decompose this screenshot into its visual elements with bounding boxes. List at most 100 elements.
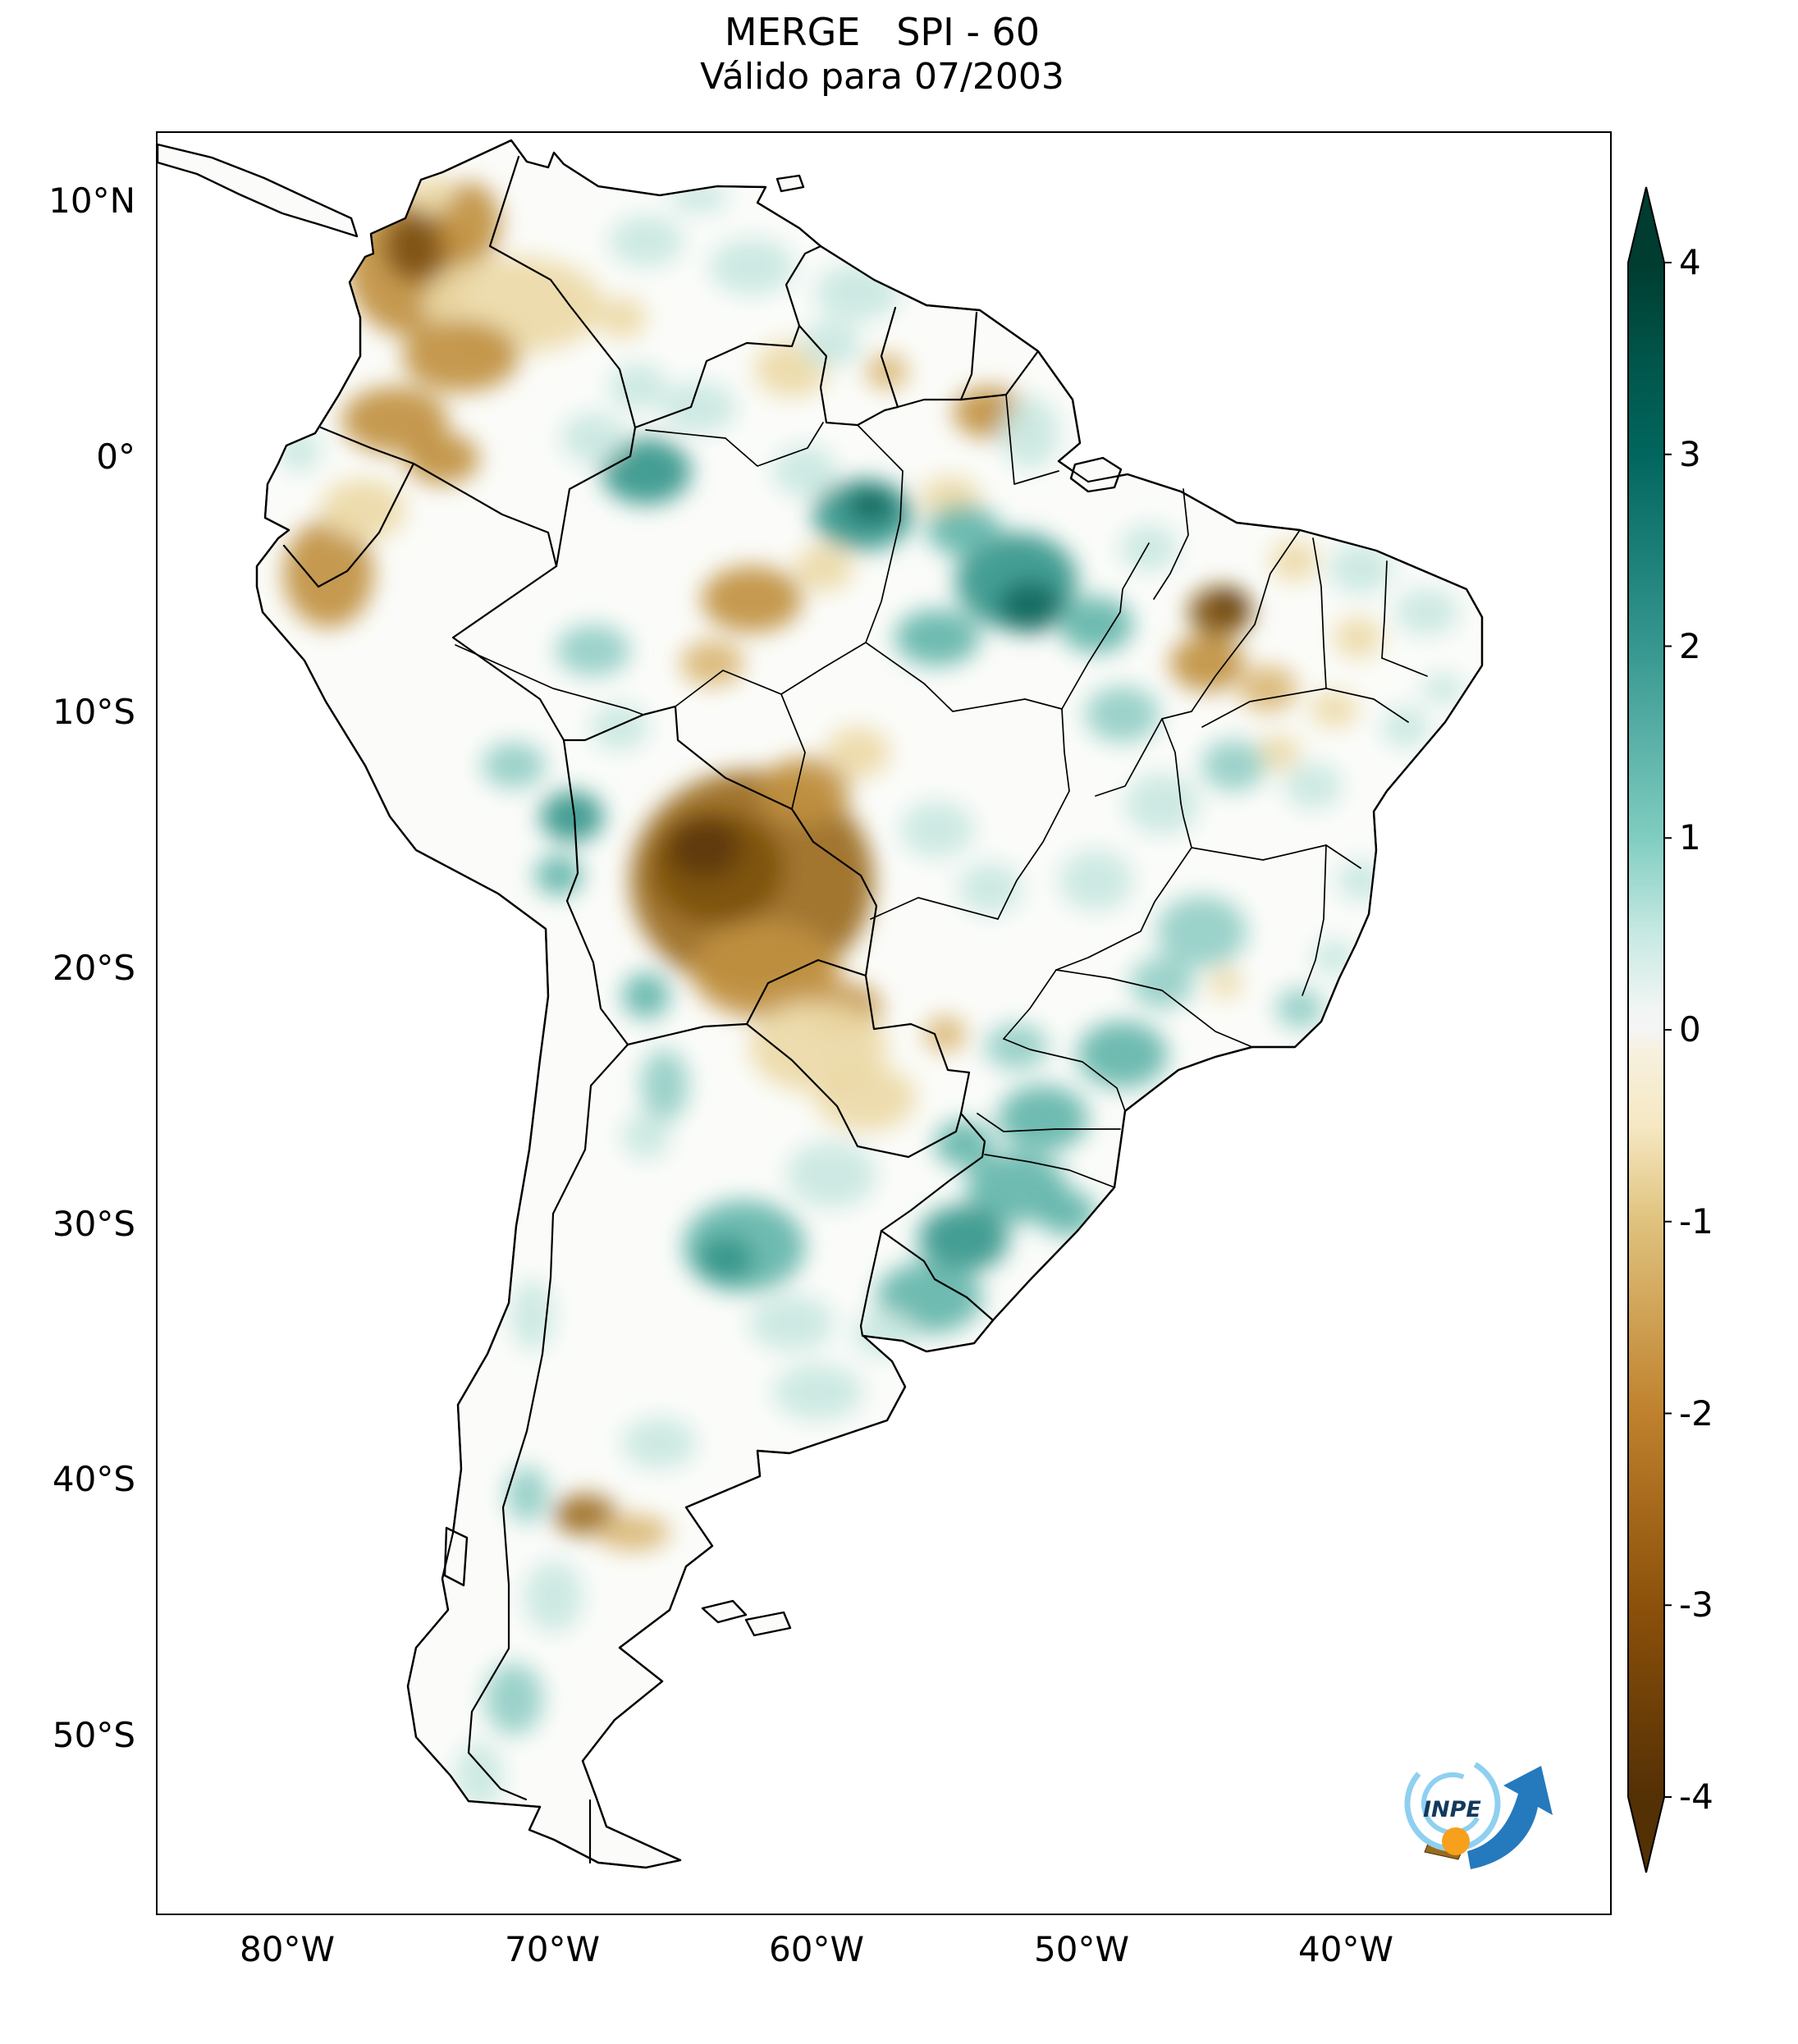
spi-anomaly-blob xyxy=(1215,588,1247,615)
spi-anomaly-blob xyxy=(926,504,1001,556)
spi-anomaly-blob xyxy=(622,1417,697,1470)
spi-anomaly-blob xyxy=(702,565,803,633)
spi-anomaly-blob xyxy=(998,581,1062,633)
colorbar-tick-label: 3 xyxy=(1679,434,1701,474)
spi-anomaly-blob xyxy=(1201,739,1266,791)
spi-anomaly-blob xyxy=(749,1295,835,1351)
spi-anomaly-blob xyxy=(320,478,405,541)
spi-anomaly-blob xyxy=(596,1515,670,1551)
map-svg xyxy=(158,139,1484,1869)
spi-field xyxy=(278,174,1464,1809)
spi-anomaly-blob xyxy=(1337,860,1385,901)
x-axis-tick-label: 80°W xyxy=(240,1929,335,1969)
coastline-overlay xyxy=(255,139,1484,1869)
inpe-arrow-icon xyxy=(1467,1766,1553,1869)
colorbar xyxy=(1627,186,1672,1873)
spi-anomaly-blob xyxy=(484,1662,543,1735)
spi-anomaly-blob xyxy=(900,801,975,858)
spi-anomaly-blob xyxy=(598,297,647,339)
spi-anomaly-blob xyxy=(815,263,900,321)
y-axis-tick-label: 0° xyxy=(96,437,135,477)
y-axis-tick-label: 40°S xyxy=(52,1459,135,1499)
spi-anomaly-blob xyxy=(802,320,861,367)
spi-anomaly-blob xyxy=(534,855,583,896)
spi-anomaly-blob xyxy=(1059,849,1133,912)
spi-anomaly-blob xyxy=(622,972,670,1019)
spi-anomaly-blob xyxy=(1125,773,1200,835)
spi-anomaly-blob xyxy=(1169,634,1245,692)
colorbar-tick-label: 0 xyxy=(1679,1009,1701,1049)
spi-anomaly-blob xyxy=(609,215,684,267)
spi-anomaly-blob xyxy=(667,816,742,878)
spi-anomaly-blob xyxy=(1270,540,1319,582)
y-axis-tick-label: 10°S xyxy=(52,692,135,732)
spi-anomaly-blob xyxy=(691,921,840,1019)
spi-anomaly-blob xyxy=(1334,617,1382,658)
spi-anomaly-blob xyxy=(1421,673,1464,704)
spi-anomaly-blob xyxy=(773,1364,863,1420)
spi-anomaly-blob xyxy=(985,1023,1049,1070)
patagonia-offshore-island xyxy=(701,1599,748,1624)
spi-anomaly-blob xyxy=(601,437,692,505)
spi-anomaly-blob xyxy=(341,386,448,454)
spi-field-clip xyxy=(278,174,1464,1809)
spi-anomaly-blob xyxy=(561,412,625,464)
spi-anomaly-blob xyxy=(847,487,895,523)
chart-title: MERGE SPI - 60 xyxy=(724,10,1041,54)
patagonia-offshore-island xyxy=(744,1611,792,1637)
spi-anomaly-blob xyxy=(924,1016,967,1052)
map-plot-area: INPE xyxy=(156,131,1612,1915)
spi-anomaly-blob xyxy=(410,174,453,216)
spi-anomaly-blob xyxy=(709,238,794,295)
spi-anomaly-blob xyxy=(1000,397,1059,469)
spi-anomaly-blob xyxy=(680,640,744,687)
spi-anomaly-blob xyxy=(556,624,630,676)
colorbar-tick-label: -2 xyxy=(1679,1393,1713,1434)
panama-isthmus xyxy=(158,143,359,238)
colorbar-tick-label: 2 xyxy=(1679,626,1701,666)
spi-anomaly-blob xyxy=(1310,691,1358,728)
spi-anomaly-blob xyxy=(524,1561,583,1633)
spi-anomaly-blob xyxy=(894,609,980,666)
x-axis-tick-label: 60°W xyxy=(769,1929,864,1969)
colorbar-gradient xyxy=(1628,263,1664,1797)
spi-anomaly-blob xyxy=(1059,597,1133,653)
trinidad-island xyxy=(775,174,805,193)
spi-anomaly-blob xyxy=(1395,588,1459,635)
spi-anomaly-blob xyxy=(1381,706,1430,748)
x-axis-tick-label: 40°W xyxy=(1298,1929,1393,1969)
spi-anomaly-blob xyxy=(506,1466,548,1523)
spi-anomaly-blob xyxy=(1156,895,1247,967)
spi-anomaly-blob xyxy=(1238,665,1297,712)
colorbar-tick-label: -3 xyxy=(1679,1584,1713,1625)
x-axis-tick-label: 50°W xyxy=(1034,1929,1129,1969)
colorbar-tick-label: 1 xyxy=(1679,817,1701,857)
spi-anomaly-blob xyxy=(998,1085,1088,1152)
state-borders xyxy=(455,394,1428,1188)
spi-anomaly-blob xyxy=(1077,1021,1168,1088)
spi-anomaly-blob xyxy=(1275,988,1324,1029)
spi-anomaly-blob xyxy=(482,742,546,789)
spi-anomaly-blob xyxy=(1037,1190,1096,1237)
marajo-island xyxy=(1069,456,1123,493)
spi-anomaly-blob xyxy=(1329,542,1393,594)
y-axis-tick-label: 10°N xyxy=(48,181,135,221)
spi-anomaly-blob xyxy=(1283,762,1343,809)
spi-anomaly-blob xyxy=(384,210,448,282)
spi-anomaly-blob xyxy=(622,1113,670,1159)
inpe-orange-dot xyxy=(1442,1827,1470,1855)
spi-anomaly-blob xyxy=(794,545,853,592)
spi-anomaly-blob xyxy=(786,1141,876,1209)
spi-anomaly-blob xyxy=(696,1236,755,1283)
spi-anomaly-blob xyxy=(1119,524,1178,571)
y-axis-tick-label: 50°S xyxy=(52,1715,135,1755)
inpe-logo: INPE xyxy=(1389,1731,1569,1883)
chart-subtitle: Válido para 07/2003 xyxy=(700,56,1064,98)
colorbar-extend-max xyxy=(1628,187,1664,263)
colorbar-ticks xyxy=(1664,262,1672,1798)
spi-anomaly-blob xyxy=(1257,734,1300,771)
spi-anomaly-blob xyxy=(405,432,480,484)
spi-anomaly-blob xyxy=(590,704,649,751)
spi-anomaly-blob xyxy=(918,1205,1009,1272)
